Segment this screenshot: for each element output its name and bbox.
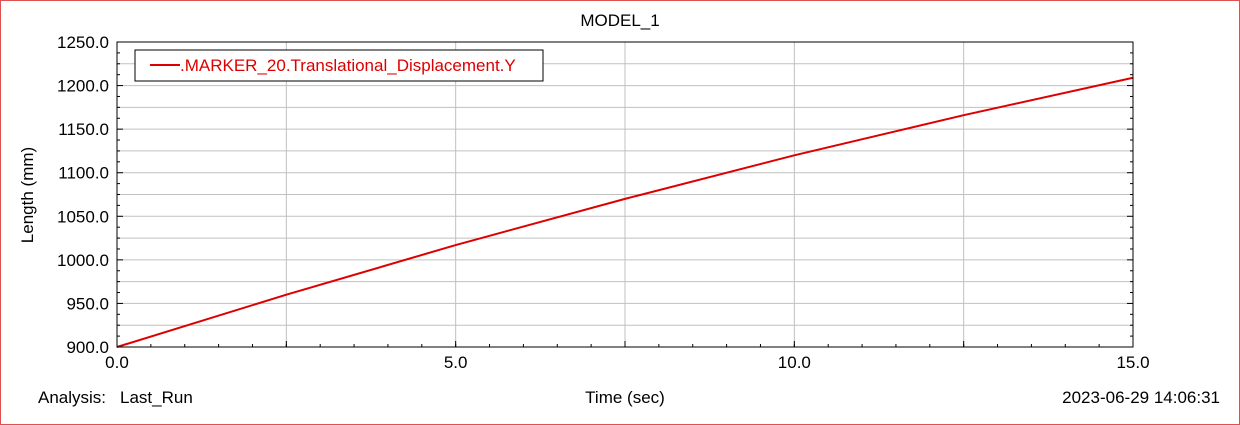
x-tick-label: 15.0 [1116,353,1149,372]
timestamp: 2023-06-29 14:06:31 [1062,388,1220,407]
analysis-name: Last_Run [120,388,193,407]
legend: .MARKER_20.Translational_Displacement.Y [134,49,544,82]
y-tick-label: 1100.0 [58,164,109,183]
legend-box [134,49,544,82]
legend-label: .MARKER_20.Translational_Displacement.Y [180,56,516,75]
y-tick-label: 1200.0 [57,77,109,96]
x-tick-label: 0.0 [105,353,129,372]
y-axis-label: Length (mm) [18,147,37,243]
y-tick-label: 1050.0 [57,207,109,226]
chart-title: MODEL_1 [580,11,660,30]
grid-lines [116,41,1134,348]
y-tick-label: 1250.0 [57,33,109,52]
x-tick-label: 5.0 [444,353,468,372]
x-tick-label: 10.0 [778,353,811,372]
series-layer [116,76,1134,348]
y-tick-label: 1000.0 [57,251,109,270]
y-tick-label: 950.0 [66,294,109,313]
y-tick-label: 900.0 [66,338,109,357]
analysis-label: Analysis: [38,388,107,407]
series-line [116,76,1134,348]
axis-ticks: 0.0 5.0 10.0 15.0 900.0 950.0 1000.0 1050.0 1100… [57,33,1150,372]
y-tick-label: 1150.0 [58,120,109,139]
x-axis-label: Time (sec) [585,388,665,407]
